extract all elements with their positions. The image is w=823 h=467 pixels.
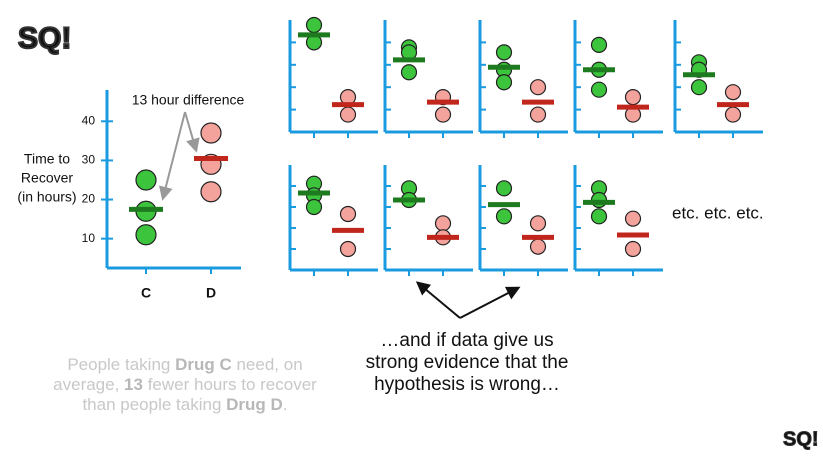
y-tick-label: 10 bbox=[82, 231, 96, 245]
data-point bbox=[690, 79, 708, 96]
note: People taking Drug C need, on average, 1… bbox=[50, 355, 320, 415]
data-point bbox=[495, 74, 513, 91]
arrow bbox=[158, 111, 186, 201]
data-point bbox=[200, 122, 222, 144]
data-point bbox=[495, 208, 513, 225]
data-point bbox=[434, 215, 452, 232]
y-tick-label: 30 bbox=[82, 153, 96, 167]
data-point bbox=[305, 16, 323, 34]
y-tick-label: 20 bbox=[82, 192, 96, 206]
note-bold: 13 bbox=[124, 375, 143, 394]
data-point bbox=[339, 240, 357, 258]
data-point bbox=[529, 79, 547, 96]
data-point bbox=[339, 205, 357, 223]
data-point bbox=[339, 106, 357, 123]
data-point bbox=[495, 44, 513, 61]
arrow bbox=[184, 111, 200, 153]
annotation: 13 hour difference bbox=[132, 92, 245, 108]
x-tick-label: C bbox=[141, 285, 151, 301]
data-point bbox=[434, 106, 452, 123]
note-bold: Drug C bbox=[175, 355, 232, 374]
data-point bbox=[529, 215, 547, 232]
data-point bbox=[624, 210, 642, 227]
x-tick-label: D bbox=[206, 285, 216, 301]
data-point bbox=[200, 181, 222, 203]
data-point bbox=[724, 106, 742, 123]
data-point bbox=[135, 224, 157, 246]
note-bold: Drug D bbox=[226, 395, 283, 414]
data-point bbox=[135, 169, 157, 191]
logo-small: SQ! bbox=[783, 428, 819, 450]
data-point bbox=[624, 240, 642, 258]
y-axis-label: (in hours) bbox=[17, 189, 76, 205]
note-text: fewer hours to recover than people takin… bbox=[82, 375, 317, 414]
data-point bbox=[400, 64, 418, 81]
y-axis-label: Recover bbox=[21, 170, 73, 186]
note-text: People taking bbox=[67, 355, 176, 374]
note-text: need, on average, bbox=[53, 355, 303, 394]
note-text: . bbox=[282, 395, 288, 414]
data-point bbox=[590, 36, 608, 53]
data-point bbox=[529, 106, 547, 123]
arrow bbox=[415, 281, 461, 319]
data-point bbox=[590, 81, 608, 98]
y-tick-label: 40 bbox=[82, 113, 96, 127]
y-axis-label: Time to bbox=[24, 151, 70, 167]
caption: …and if data give us strong evidence tha… bbox=[365, 330, 569, 395]
data-point bbox=[624, 89, 642, 106]
data-point bbox=[529, 238, 547, 255]
arrow bbox=[459, 286, 521, 319]
data-point bbox=[305, 198, 323, 216]
data-point bbox=[495, 180, 513, 197]
data-point bbox=[590, 208, 608, 225]
data-point bbox=[724, 84, 742, 101]
logo: SQ! bbox=[18, 22, 71, 55]
etc-label: etc. etc. etc. bbox=[672, 203, 764, 222]
